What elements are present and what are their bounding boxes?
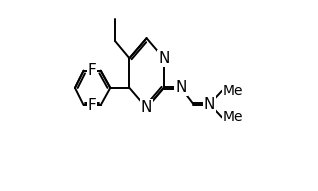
Text: F: F [88,98,97,112]
Text: N: N [204,97,215,112]
Text: N: N [158,51,169,66]
Text: N: N [175,80,187,95]
Text: Me: Me [223,110,244,125]
Text: N: N [141,100,152,115]
Text: Me: Me [223,84,244,98]
Text: F: F [88,63,97,78]
